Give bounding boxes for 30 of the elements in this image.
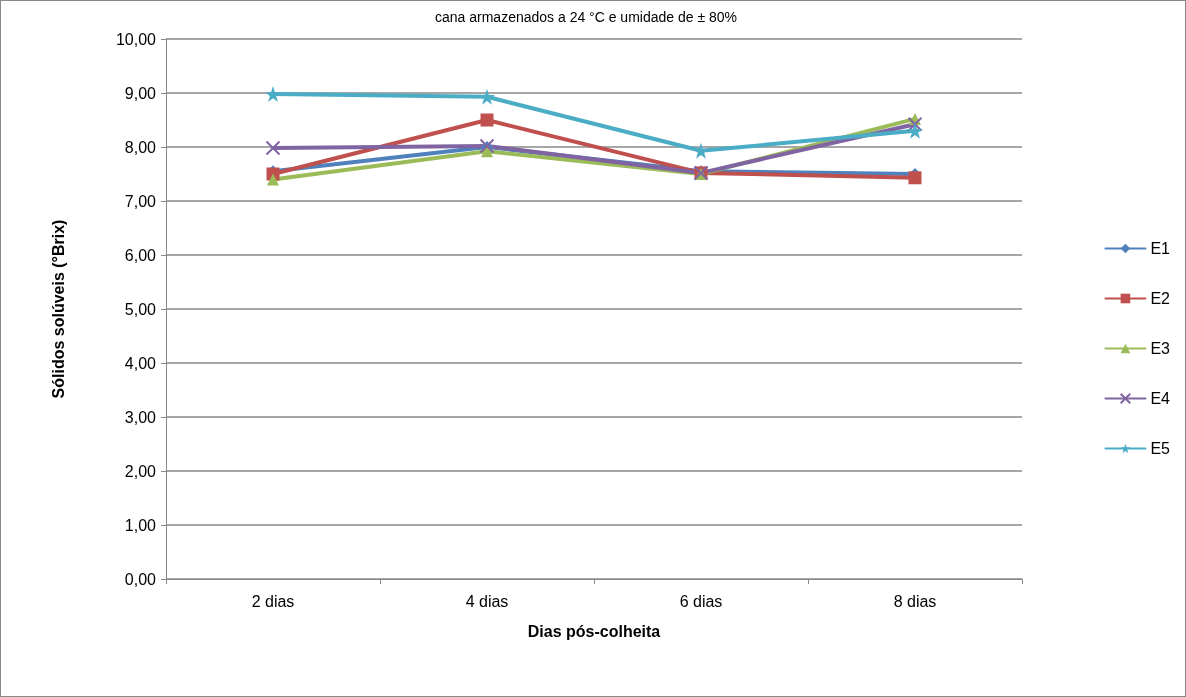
legend-label: E2: [1150, 290, 1171, 307]
y-tick-label: 5,00: [124, 300, 157, 318]
x-tick-label: 2 dias: [251, 592, 295, 610]
y-tick-label: 1,00: [124, 516, 157, 534]
legend-label: E5: [1150, 440, 1171, 457]
x-tick-label: 4 dias: [465, 592, 509, 610]
y-tick-label: 6,00: [124, 246, 157, 264]
y-tick-label: 9,00: [124, 84, 157, 102]
x-tick-label: 6 dias: [679, 592, 723, 610]
x-axis-title: Dias pós-colheita: [527, 622, 661, 640]
legend-label: E4: [1150, 390, 1171, 407]
point: [265, 140, 281, 156]
point: [908, 171, 922, 185]
point: [267, 173, 279, 186]
y-tick-label: 4,00: [124, 354, 157, 372]
legend-label: E1: [1150, 240, 1171, 257]
point: [265, 86, 281, 103]
point: [907, 116, 923, 132]
point: [480, 113, 494, 127]
y-axis-title: Sólidos solúveis (°Brix): [49, 219, 67, 399]
y-tick-label: 3,00: [124, 408, 157, 426]
y-tick-label: 8,00: [124, 138, 157, 156]
y-tick-label: 10,00: [115, 30, 157, 48]
legend-label: E3: [1150, 340, 1171, 357]
chart-title: cana armazenados a 24 °C e umidade de ± 80%: [434, 9, 738, 25]
y-tick-label: 0,00: [124, 570, 157, 588]
x-tick-label: 8 dias: [893, 592, 937, 610]
point: [907, 122, 923, 139]
y-tick-label: 7,00: [124, 192, 157, 210]
y-tick-label: 2,00: [124, 462, 157, 480]
